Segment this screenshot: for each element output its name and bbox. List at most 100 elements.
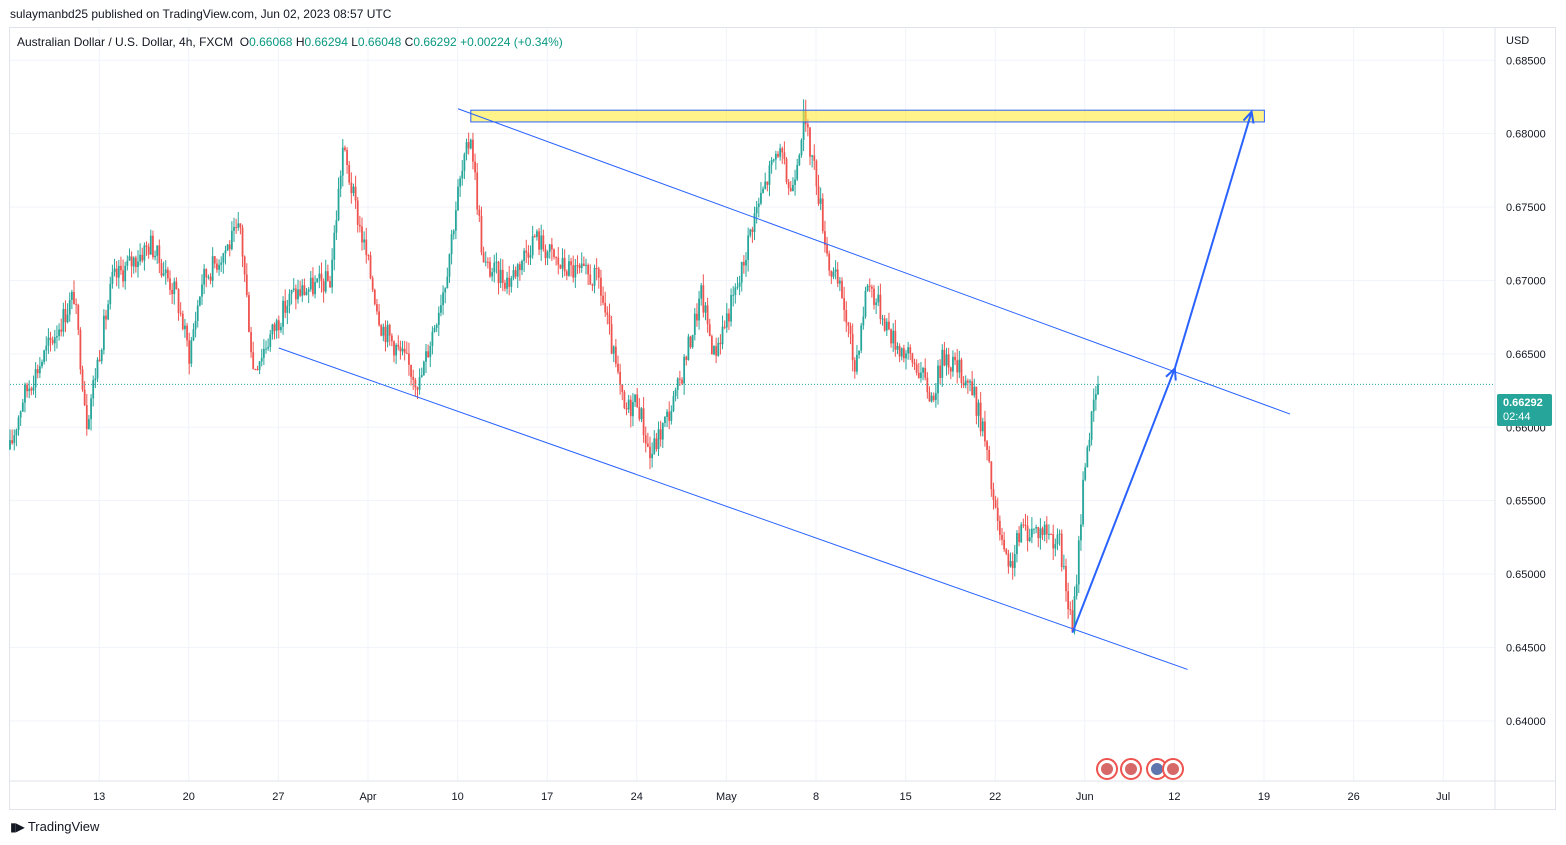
candle-body: [772, 159, 775, 161]
candle-body: [145, 245, 148, 247]
candle-body: [81, 369, 84, 390]
candle-body: [954, 356, 956, 361]
candle-body: [506, 277, 508, 289]
x-tick-label: 22: [989, 791, 1001, 803]
candle-body: [1094, 394, 1097, 400]
candle-body: [651, 453, 654, 459]
candle-body: [1077, 540, 1080, 585]
candle-body: [265, 348, 267, 350]
candle-body: [260, 357, 263, 362]
candle-body: [890, 329, 892, 344]
candle-body: [536, 231, 538, 238]
candle-body: [393, 341, 395, 356]
candle-body: [723, 326, 726, 328]
candle-body: [102, 315, 105, 350]
candle-body: [514, 270, 517, 277]
candle-body: [333, 232, 336, 260]
candle-body: [344, 147, 346, 151]
candle-body: [710, 336, 713, 355]
candle-body: [410, 364, 412, 377]
candle-body: [817, 186, 820, 204]
candle-body: [700, 285, 703, 299]
candle-body: [1024, 524, 1027, 526]
arrow-head-end: [1242, 109, 1255, 124]
candle-body: [499, 269, 502, 284]
candle-body: [1026, 525, 1029, 541]
candle-body: [158, 245, 161, 264]
chart-frame: [9, 27, 1556, 810]
candle-body: [764, 181, 767, 189]
currency-label[interactable]: USD: [1506, 35, 1530, 47]
candle-body: [463, 154, 466, 171]
candle-body: [356, 200, 359, 225]
candle-body: [252, 352, 255, 370]
x-tick-label: 20: [183, 791, 195, 803]
candle-body: [224, 250, 227, 254]
tradingview-logo[interactable]: ▮▶ TradingView: [10, 819, 99, 834]
candle-body: [75, 304, 78, 306]
candle-body: [589, 274, 592, 285]
y-tick-label: 0.68500: [1506, 55, 1546, 67]
candle-body: [952, 356, 954, 372]
x-tick-label: Jul: [1436, 791, 1450, 803]
candle-body: [49, 337, 52, 341]
candle-body: [698, 298, 700, 321]
low-value: 0.66048: [357, 35, 402, 49]
candle-body: [512, 270, 515, 279]
candle-body: [446, 276, 449, 289]
candle-body: [175, 281, 178, 290]
y-tick-label: 0.67500: [1506, 202, 1546, 214]
candle-body: [62, 308, 65, 332]
candle-body: [555, 257, 558, 259]
candle-body: [239, 223, 242, 228]
candle-body: [474, 161, 476, 173]
candle-body: [749, 229, 752, 236]
candle-body: [273, 324, 276, 331]
candle-body: [789, 188, 792, 192]
candle-body: [130, 256, 133, 267]
candle-body: [495, 261, 498, 263]
y-tick-label: 0.66500: [1506, 349, 1546, 361]
candle-body: [1013, 554, 1016, 568]
candle-body: [341, 147, 344, 176]
candle-body: [1052, 534, 1055, 549]
candle-body: [1028, 537, 1031, 541]
candle-body: [736, 286, 739, 288]
candle-body: [489, 261, 491, 277]
candle-body: [1067, 591, 1070, 610]
candle-body: [243, 256, 246, 275]
candle-body: [184, 325, 186, 330]
candle-body: [819, 198, 822, 204]
event-flag-inner: [1151, 763, 1163, 775]
candle-body: [702, 285, 705, 313]
candle-body: [1048, 533, 1050, 535]
candle-body: [469, 139, 472, 149]
candle-body: [171, 289, 174, 295]
candle-body: [990, 461, 993, 490]
candle-body: [354, 186, 357, 201]
candle-body: [301, 285, 304, 296]
candle-body: [294, 288, 297, 300]
candle-body: [442, 292, 444, 306]
candle-body: [619, 371, 622, 385]
candle-body: [141, 254, 144, 261]
candle-body: [553, 249, 555, 258]
arrow-head-mid: [1165, 366, 1177, 381]
candle-body: [602, 295, 604, 303]
candle-body: [678, 378, 681, 380]
candle-body: [465, 142, 468, 155]
candle-body: [728, 313, 730, 322]
candle-body: [211, 256, 214, 281]
candle-body: [228, 244, 231, 250]
candle-body: [149, 235, 152, 255]
candle-body: [173, 281, 176, 295]
candle-body: [909, 347, 912, 354]
candle-body: [649, 446, 651, 459]
candle-body: [973, 386, 976, 396]
candle-body: [826, 244, 828, 254]
candle-body: [154, 255, 156, 258]
candle-body: [742, 262, 745, 266]
candle-body: [1058, 533, 1061, 535]
candle-body: [320, 273, 323, 282]
